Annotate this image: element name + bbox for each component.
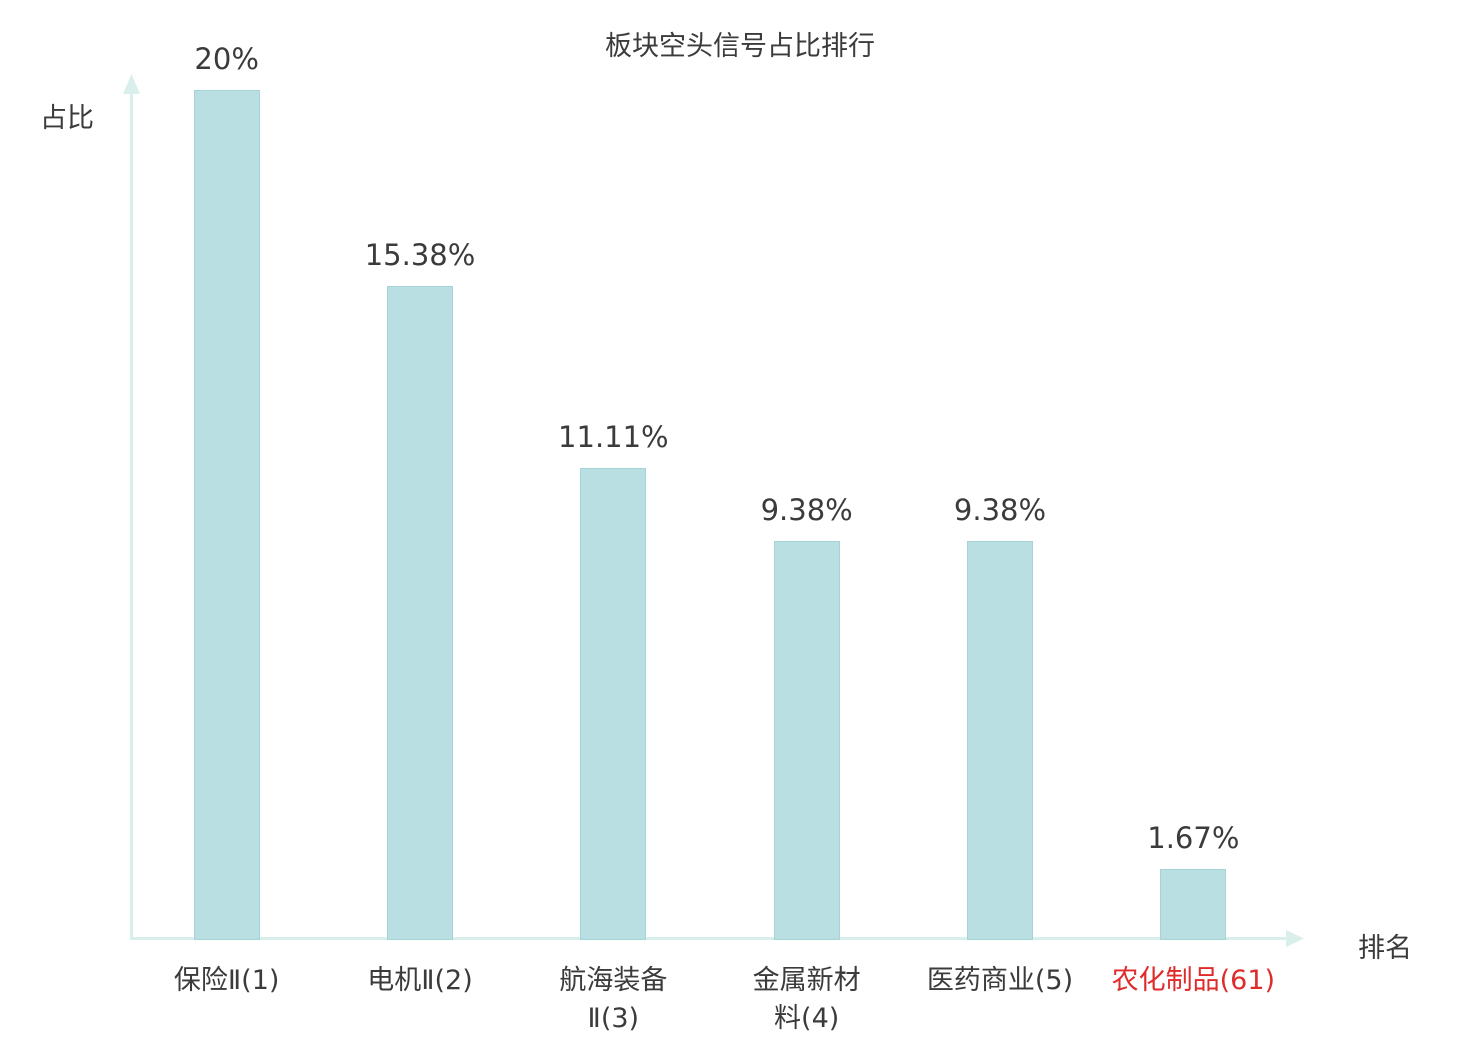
bar-value-label: 15.38% xyxy=(364,238,476,273)
bar-category-label: 保险Ⅱ(1) xyxy=(173,965,280,996)
chart-title: 板块空头信号占比排行 xyxy=(605,31,875,62)
bar-category-label: 航海装备 Ⅱ(3) xyxy=(559,965,668,1034)
x-axis-label: 排名 xyxy=(1358,933,1412,964)
bar-category-label: 农化制品(61) xyxy=(1111,965,1276,996)
bar-value-label: 20% xyxy=(194,42,259,76)
bar xyxy=(967,541,1033,940)
bar xyxy=(1160,869,1227,940)
bar-value-label: 9.38% xyxy=(760,493,853,528)
bar xyxy=(193,90,260,940)
y-axis-label: 占比 xyxy=(40,103,94,134)
bar-category-label: 医药商业(5) xyxy=(926,965,1074,996)
bar-value-label: 1.67% xyxy=(1147,821,1240,856)
bar-category-label: 电机Ⅱ(2) xyxy=(367,965,473,996)
bar-value-label: 9.38% xyxy=(953,493,1047,528)
bar-value-label: 11.11% xyxy=(558,419,669,454)
y-axis-arrow-icon xyxy=(123,74,140,94)
bar xyxy=(580,467,647,940)
x-axis-arrow-icon xyxy=(1286,930,1304,947)
bar-category-label: 金属新材 料(4) xyxy=(752,965,861,1034)
bar xyxy=(387,286,453,940)
bar xyxy=(773,541,840,940)
